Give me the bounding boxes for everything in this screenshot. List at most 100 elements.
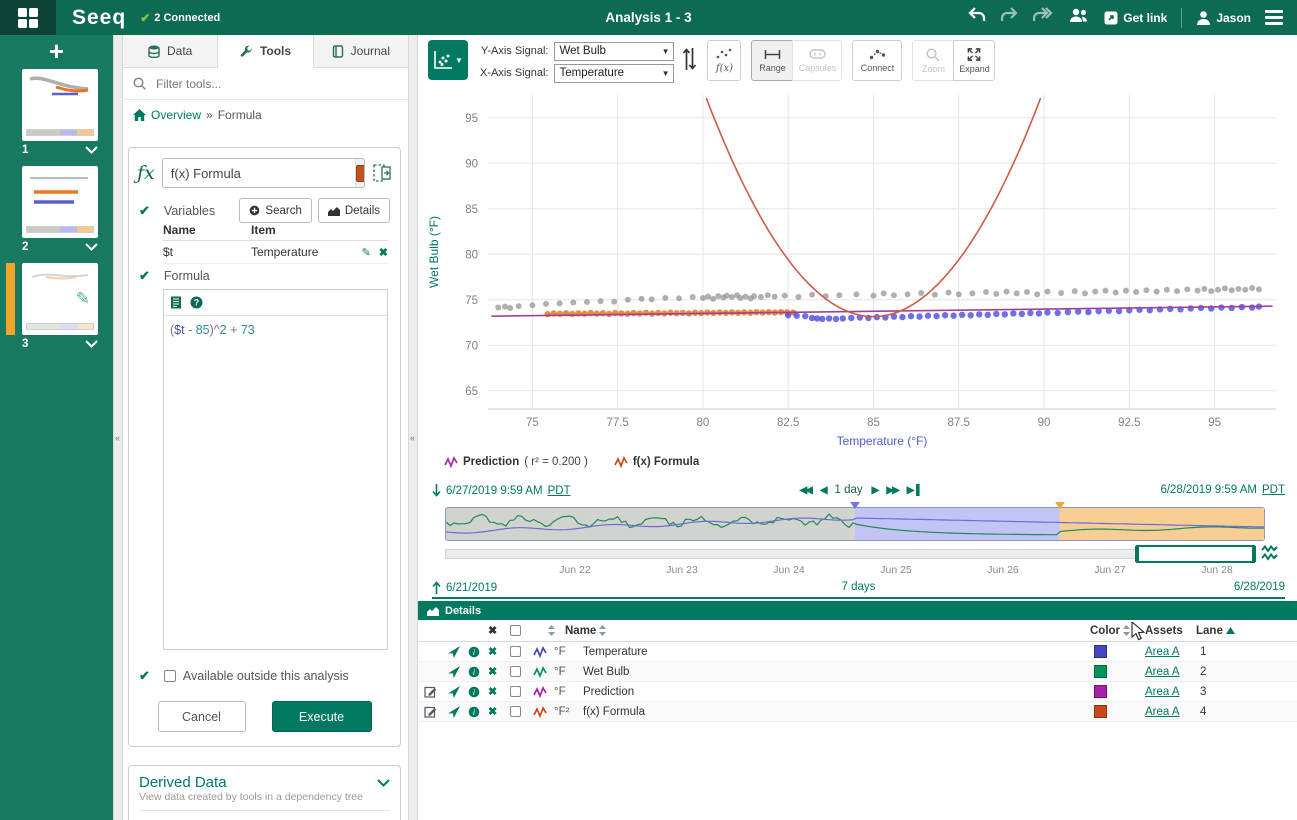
sort-icon[interactable] [599, 625, 607, 636]
select-all-checkbox[interactable] [510, 620, 521, 641]
column-color[interactable]: Color [1090, 620, 1131, 641]
asset-link[interactable]: Area A [1145, 705, 1180, 718]
worksheet-item-2[interactable]: 2 [0, 166, 113, 253]
arrow-down-icon[interactable] [432, 484, 441, 497]
formula-name-input[interactable] [162, 165, 355, 181]
sort-icon[interactable] [1123, 625, 1131, 636]
table-row[interactable]: i ✖ °F Wet Bulb Area A 2 [418, 662, 1297, 682]
navigate-icon[interactable] [448, 645, 460, 658]
step-size-label[interactable]: 1 day [834, 484, 863, 496]
asset-link[interactable]: Area A [1145, 645, 1180, 658]
remove-icon[interactable]: ✖ [488, 646, 498, 658]
range-button[interactable]: Range [751, 40, 794, 81]
filter-tools-search[interactable] [123, 68, 408, 100]
navigate-icon[interactable] [448, 665, 460, 678]
chevron-down-icon[interactable] [85, 340, 98, 348]
navigate-icon[interactable] [448, 685, 460, 698]
navigate-icon[interactable] [448, 705, 460, 718]
derived-data-item[interactable]: Prediction [139, 811, 390, 820]
formula-editor[interactable]: ? ($t - 85)^2 + 73 [163, 289, 388, 650]
scrollbar-track[interactable] [445, 549, 1255, 559]
collapse-panel-handle[interactable]: « [408, 35, 418, 820]
item-name[interactable]: f(x) Formula [583, 705, 645, 718]
worksheet-item-1[interactable]: 1 [0, 69, 113, 156]
breadcrumb-overview[interactable]: Overview [151, 108, 202, 122]
redo-button[interactable] [1000, 7, 1019, 28]
remove-icon[interactable]: ✖ [488, 686, 498, 698]
collapse-sidebar-handle[interactable]: « [113, 35, 123, 820]
table-row[interactable]: i ✖ °F² f(x) Formula Area A 4 [418, 702, 1297, 722]
connection-status[interactable]: ✔ 2 Connected [140, 10, 221, 25]
arrow-up-icon[interactable] [432, 581, 441, 594]
step-to-end-button[interactable]: ▶▐ [906, 484, 920, 496]
color-swatch[interactable] [1094, 665, 1107, 678]
scrollbar-selection[interactable] [1134, 545, 1256, 563]
add-worksheet-button[interactable]: + [48, 36, 65, 66]
details-variables-button[interactable]: Details [317, 198, 390, 223]
scatter-chart[interactable]: 65 70 75 80 85 90 95 75 77.5 80 82.5 85 87.5 90 92.5 95… [424, 87, 1293, 455]
remove-icon[interactable]: ✖ [488, 706, 498, 718]
worksheet-thumbnail[interactable] [22, 69, 98, 141]
expand-button[interactable]: Expand [953, 40, 996, 81]
legend-item[interactable]: f(x) Formula [614, 456, 699, 468]
item-name[interactable]: Prediction [583, 685, 635, 698]
user-menu[interactable]: Jason [1196, 10, 1251, 25]
tab-data[interactable]: Data [123, 35, 219, 67]
swap-axes-button[interactable] [682, 46, 697, 77]
table-row[interactable]: i ✖ °F Prediction Area A 3 [418, 682, 1297, 702]
connect-button[interactable]: Connect [852, 40, 903, 81]
edit-icon[interactable] [424, 705, 437, 718]
color-swatch[interactable] [1094, 685, 1107, 698]
undo-button[interactable] [967, 7, 986, 28]
color-swatch[interactable] [1094, 705, 1107, 718]
timezone-link[interactable]: PDT [1262, 484, 1285, 496]
timeline-scrollbar[interactable] [445, 544, 1278, 563]
hamburger-menu-icon[interactable] [1265, 10, 1283, 25]
info-icon[interactable]: i [468, 666, 480, 678]
asset-link[interactable]: Area A [1145, 665, 1180, 678]
filter-tools-input[interactable] [154, 75, 354, 92]
step-back-full-button[interactable]: ◀◀ [799, 484, 812, 496]
remove-all-column[interactable]: ✖ [488, 625, 498, 637]
execute-button[interactable]: Execute [271, 701, 372, 732]
tab-journal[interactable]: Journal [314, 35, 408, 67]
edit-variable-icon[interactable]: ✎ [361, 246, 371, 259]
item-name[interactable]: Wet Bulb [583, 665, 630, 678]
open-in-panel-icon[interactable] [372, 163, 392, 183]
overview-strip[interactable] [445, 502, 1265, 541]
app-launcher-button[interactable] [0, 0, 56, 35]
item-name[interactable]: Temperature [583, 645, 648, 658]
cancel-button[interactable]: Cancel [157, 701, 246, 732]
chevron-down-icon[interactable] [85, 146, 98, 154]
info-icon[interactable]: i [468, 686, 480, 698]
column-name[interactable]: Name [565, 620, 607, 641]
region-marker-icon[interactable] [850, 502, 860, 509]
region-marker-icon[interactable] [1054, 502, 1065, 509]
row-checkbox[interactable] [510, 706, 521, 717]
chart-type-dropdown[interactable]: ▼ [428, 40, 468, 80]
row-checkbox[interactable] [510, 666, 521, 677]
color-picker-button[interactable] [354, 159, 364, 187]
info-icon[interactable]: i [468, 706, 480, 718]
remove-icon[interactable]: ✖ [488, 666, 498, 678]
seeq-logo[interactable]: Seeq [72, 5, 127, 29]
auto-update-icon[interactable] [1261, 544, 1279, 566]
users-icon[interactable] [1068, 8, 1090, 28]
sort-icon[interactable] [548, 625, 555, 636]
chevron-down-icon[interactable] [85, 243, 98, 251]
tab-tools[interactable]: Tools [218, 35, 314, 68]
step-forward-button[interactable]: ▶ [871, 484, 880, 496]
table-row[interactable]: i ✖ °F Temperature Area A 1 [418, 642, 1297, 662]
details-header-bar[interactable]: Details [418, 601, 1297, 620]
step-back-button[interactable]: ◀ [819, 484, 828, 496]
column-assets[interactable]: Assets [1145, 624, 1183, 637]
home-icon[interactable] [133, 109, 146, 121]
document-icon[interactable] [170, 296, 182, 309]
get-link-button[interactable]: Get link [1104, 11, 1167, 25]
help-icon[interactable]: ? [190, 296, 203, 309]
formula-code[interactable]: ($t - 85)^2 + 73 [170, 323, 255, 337]
timezone-link[interactable]: PDT [547, 484, 571, 497]
fx-overlay-button[interactable]: f(x) [707, 40, 742, 81]
color-swatch[interactable] [1094, 645, 1107, 658]
y-axis-signal-select[interactable]: Wet Bulb ▼ [554, 41, 675, 61]
